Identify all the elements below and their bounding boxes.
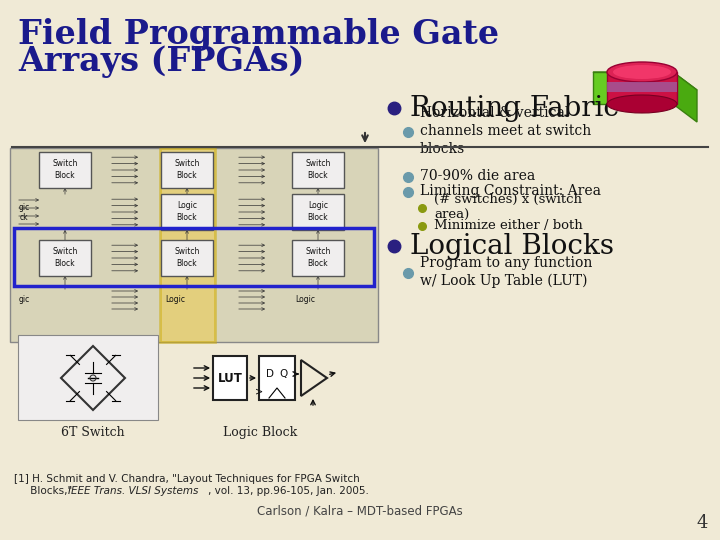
Text: ck: ck [19,213,28,221]
Polygon shape [593,72,697,90]
Text: Limiting Constraint: Area: Limiting Constraint: Area [420,184,601,198]
Text: Block: Block [307,172,328,180]
Bar [292,152,344,188]
Ellipse shape [607,62,677,82]
Text: Switch: Switch [305,159,330,168]
Text: Switch: Switch [174,247,199,256]
Text: , vol. 13, pp.96-105, Jan. 2005.: , vol. 13, pp.96-105, Jan. 2005. [208,486,369,496]
Text: Routing Fabric: Routing Fabric [410,94,619,122]
Bar [18,335,158,420]
Bar [292,240,344,276]
Text: 6T Switch: 6T Switch [61,426,125,439]
Text: >: > [255,387,263,397]
Bar [10,148,378,342]
Text: Logic: Logic [295,295,315,305]
Bar [39,152,91,188]
Text: Field Programmable Gate: Field Programmable Gate [18,18,499,51]
Text: Block: Block [307,260,328,268]
Text: Block: Block [55,172,76,180]
Text: IEEE Trans. VLSI Systems: IEEE Trans. VLSI Systems [68,486,199,496]
Bar [160,148,215,342]
Text: gic: gic [19,202,30,212]
Text: Block: Block [176,260,197,268]
Polygon shape [607,72,677,104]
Text: Logic Block: Logic Block [223,426,297,439]
Text: Logical Blocks: Logical Blocks [410,233,614,260]
Text: Program to any function
w/ Look Up Table (LUT): Program to any function w/ Look Up Table… [420,256,593,288]
Text: Block: Block [176,213,197,222]
Text: Logic: Logic [165,295,185,305]
Text: Switch: Switch [305,247,330,256]
Polygon shape [607,82,677,92]
Polygon shape [673,72,697,122]
Bar [39,240,91,276]
Bar [161,240,213,276]
Text: D: D [266,369,274,379]
Text: 70-90% die area: 70-90% die area [420,169,535,183]
Text: Block: Block [55,260,76,268]
Text: Blocks,": Blocks," [14,486,76,496]
Bar [161,194,213,230]
Bar [213,356,247,400]
Text: Horizontal & vertical
channels meet at switch
blocks: Horizontal & vertical channels meet at s… [420,106,591,156]
Text: Logic: Logic [308,201,328,211]
Text: Logic: Logic [177,201,197,211]
Text: Block: Block [307,213,328,222]
Ellipse shape [607,95,677,113]
Text: Switch: Switch [53,159,78,168]
Text: Arrays (FPGAs): Arrays (FPGAs) [18,45,305,78]
Text: Switch: Switch [53,247,78,256]
Polygon shape [635,90,655,104]
Text: [1] H. Schmit and V. Chandra, "Layout Techniques for FPGA Switch: [1] H. Schmit and V. Chandra, "Layout Te… [14,474,360,484]
Text: Block: Block [176,172,197,180]
Text: Minimize either / both: Minimize either / both [434,219,582,232]
Text: (# switches) x (switch
area): (# switches) x (switch area) [434,192,582,221]
Bar [161,152,213,188]
Ellipse shape [613,65,671,79]
Text: LUT: LUT [217,372,243,384]
Text: Switch: Switch [174,159,199,168]
Text: gic: gic [19,295,30,305]
Text: Carlson / Kalra – MDT-based FPGAs: Carlson / Kalra – MDT-based FPGAs [257,505,463,518]
Bar [292,194,344,230]
Text: 4: 4 [697,514,708,532]
Text: Q: Q [280,369,288,379]
Polygon shape [593,72,673,104]
Bar [259,356,295,400]
Bar [14,228,374,286]
